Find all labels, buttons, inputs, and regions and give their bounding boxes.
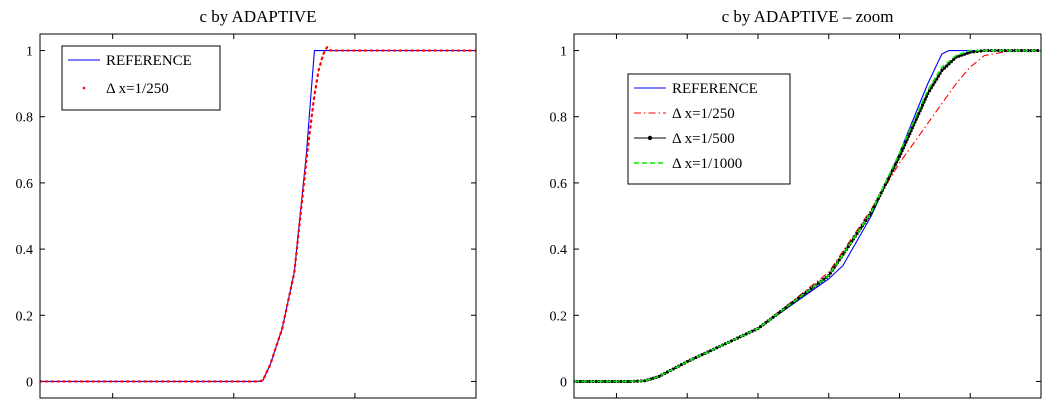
legend-label: REFERENCE [106, 53, 192, 69]
y-tick-label: 1 [26, 45, 33, 60]
series-point [594, 379, 598, 384]
x-tick-label: 1.5 [346, 404, 364, 406]
legend-label: Δ x=1/250 [106, 81, 169, 97]
series-point [897, 154, 902, 159]
series-point [643, 379, 647, 383]
plot-area [40, 46, 476, 383]
legend-swatch [82, 86, 86, 90]
y-tick-label: 0 [26, 375, 33, 390]
x-tick-label: 1.25 [816, 404, 841, 406]
y-tick-label: 0.8 [550, 111, 568, 126]
series-point [927, 89, 932, 93]
y-tick-label: 0.4 [550, 243, 568, 258]
series-point [957, 54, 961, 58]
series-point [910, 126, 914, 130]
series-point [796, 296, 801, 300]
series-point [914, 117, 918, 121]
x-tick-label: 1 [230, 404, 237, 406]
series-point [872, 205, 876, 209]
x-tick-label: 0.5 [104, 404, 122, 406]
series-point [923, 97, 927, 101]
series-point [972, 50, 976, 54]
series-point [729, 339, 734, 343]
series-point [1036, 48, 1040, 53]
series-point [952, 57, 956, 61]
x-tick-label: 1.3 [891, 404, 909, 406]
series-point [771, 315, 775, 319]
legend: REFERENCE Δ x=1/250 Δ x=1/500 Δ x=1/1000 [627, 73, 791, 185]
series-point [864, 218, 868, 223]
right-chart-panel: c by ADAPTIVE – zoom 1.1 1.15 1.2 1.25 1.3 1.3… [550, 7, 1049, 406]
series-point [578, 379, 582, 384]
legend-box [61, 45, 221, 111]
plot-area [574, 48, 1041, 384]
series-point [931, 83, 935, 87]
series-point [940, 68, 944, 72]
axes-frame [39, 33, 477, 399]
series-point [1019, 48, 1024, 53]
x-tick-label: 1.1 [608, 404, 626, 406]
left-chart-panel: c by ADAPTIVE 0.5 1 1.5 2 0 0.2 0.4 0.6 0.8 1 REFER… [16, 7, 480, 406]
series-point [744, 332, 748, 336]
y-tick-label: 0.6 [550, 177, 568, 192]
chart-title: c by ADAPTIVE – zoom [722, 7, 894, 26]
series-point [784, 306, 788, 310]
legend: REFERENCE Δ x=1/250 [61, 45, 221, 111]
series-point [942, 66, 946, 70]
chart-title: c by ADAPTIVE [199, 7, 316, 26]
y-tick-label: 0.2 [550, 309, 568, 324]
series-line-3 [574, 49, 1041, 383]
series-point [715, 346, 719, 350]
legend-label: Δ x=1/1000 [672, 156, 742, 172]
series-point [758, 325, 763, 329]
y-tick-label: 0.6 [16, 177, 34, 192]
y-tick-label: 0.4 [16, 243, 34, 258]
axes-frame [573, 33, 1042, 399]
series-point [965, 51, 970, 55]
series-line-1 [40, 46, 476, 383]
series-point [906, 134, 911, 139]
series-point [846, 245, 850, 249]
x-tick-label: 1.15 [675, 404, 700, 406]
y-tick-label: 0 [560, 375, 567, 390]
series-point [883, 182, 887, 187]
y-tick-label: 0.2 [16, 309, 34, 324]
legend-marker [647, 135, 653, 141]
legend-box [627, 73, 791, 185]
y-tick-label: 0.8 [16, 111, 34, 126]
x-tick-label: 1.2 [749, 404, 767, 406]
series-point [890, 168, 895, 173]
series-point [917, 111, 921, 116]
legend-label: Δ x=1/500 [672, 131, 735, 147]
series-point [900, 149, 904, 153]
series-point [855, 232, 859, 236]
series-point [979, 49, 983, 53]
series-point [619, 379, 623, 384]
series-point [1003, 48, 1007, 53]
legend-label: REFERENCE [672, 81, 758, 97]
series-point [904, 140, 908, 144]
series-point [945, 64, 949, 68]
legend-label: Δ x=1/250 [672, 106, 735, 122]
x-tick-label: 2 [473, 404, 480, 406]
y-tick-label: 1 [560, 45, 567, 60]
series-point [935, 77, 939, 81]
series-point [921, 103, 925, 107]
x-tick-label: 1.4 [1032, 404, 1049, 406]
x-tick-label: 1.35 [958, 404, 983, 406]
series-point [893, 163, 897, 167]
